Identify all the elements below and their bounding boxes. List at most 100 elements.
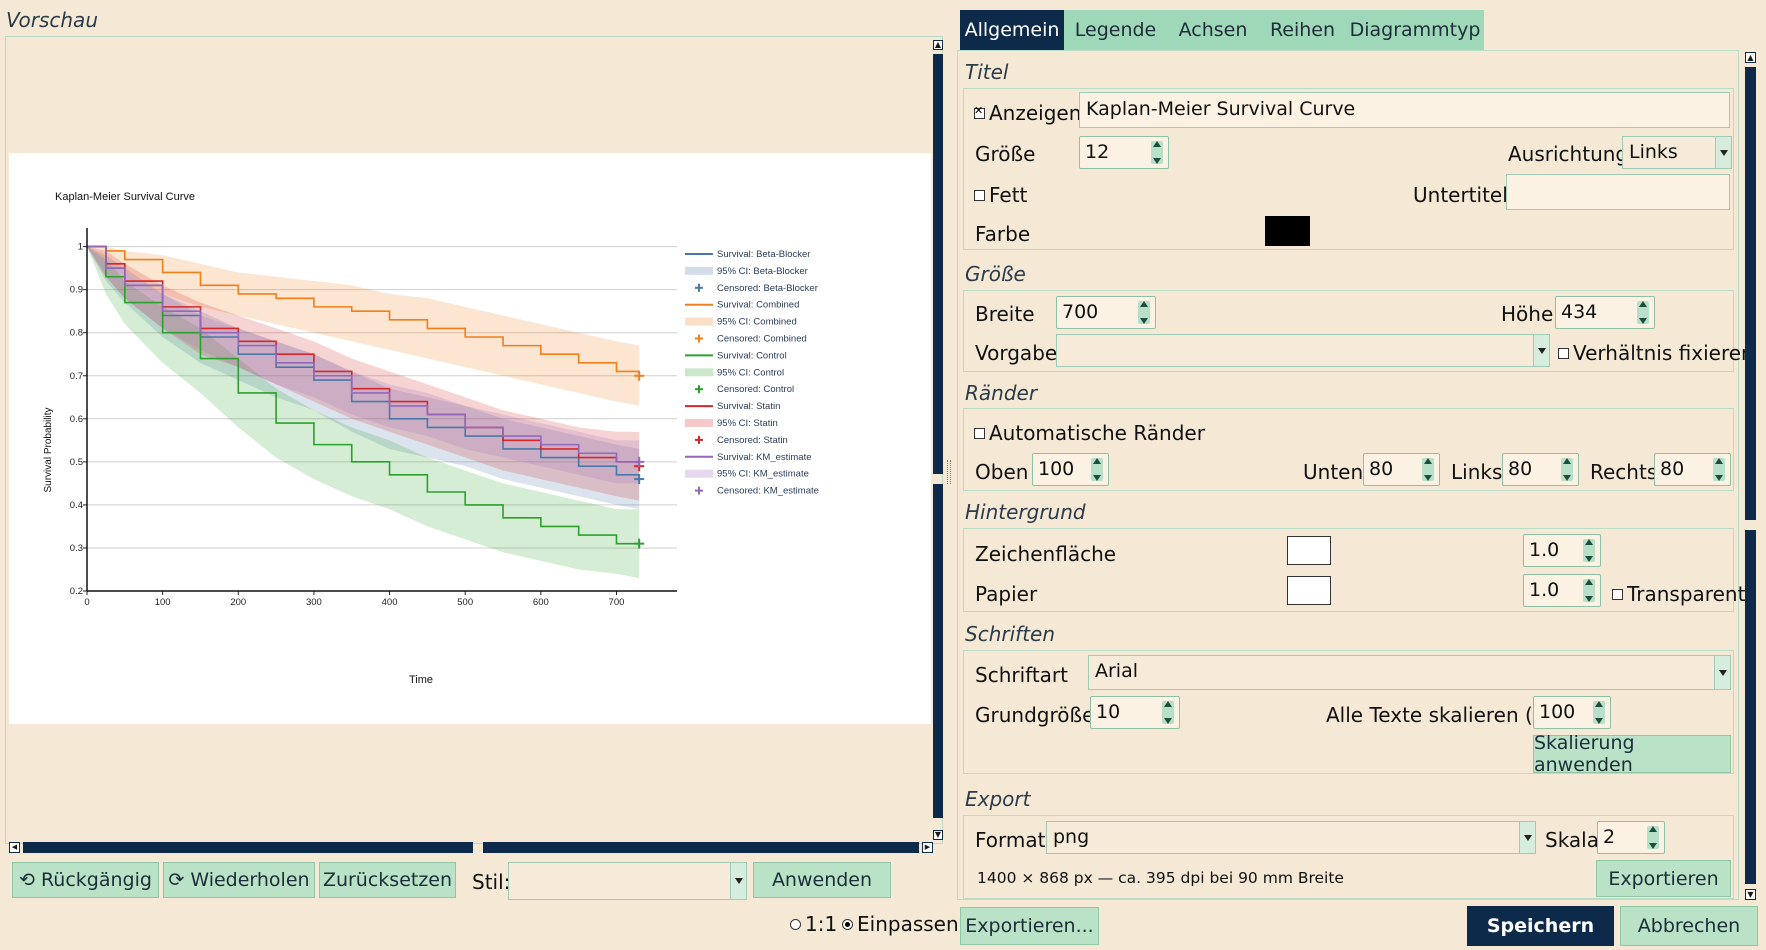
spinner-arrows-icon[interactable]: [1151, 141, 1163, 164]
settings-vscroll-track[interactable]: [1745, 67, 1756, 520]
settings-vscrollbar[interactable]: ▲ ▼: [1745, 52, 1756, 900]
title-input[interactable]: Kaplan-Meier Survival Curve: [1079, 92, 1730, 128]
export-button[interactable]: Exportieren: [1596, 860, 1731, 897]
format-select[interactable]: png: [1046, 821, 1536, 854]
group-hintergrund: [963, 528, 1734, 612]
transparent-checkbox[interactable]: Transparent: [1612, 582, 1745, 606]
title-size-spinner[interactable]: 12: [1079, 136, 1169, 169]
preview-vscroll-thumb[interactable]: [933, 54, 943, 474]
chevron-down-icon[interactable]: [1715, 137, 1731, 168]
tab-allgemein[interactable]: Allgemein: [960, 10, 1064, 50]
chart-svg: Kaplan-Meier Survival Curve 0.2 0.3 0.4 0.5…: [43, 191, 819, 686]
spinner-arrows-icon[interactable]: [1637, 301, 1649, 324]
checkbox-icon: [1558, 348, 1569, 359]
chevron-down-icon[interactable]: [730, 863, 746, 899]
section-title-groesse: Größe: [965, 262, 1026, 286]
show-title-checkbox[interactable]: Anzeigen: [974, 101, 1081, 125]
reset-button[interactable]: Zurücksetzen: [319, 862, 456, 898]
margin-left-spinner[interactable]: 80: [1502, 453, 1579, 486]
undo-button[interactable]: ⟲ Rückgängig: [12, 862, 159, 898]
splitter-handle[interactable]: [947, 460, 951, 484]
style-select[interactable]: [508, 862, 747, 900]
preview-hscrollbar[interactable]: ◀ ▶: [9, 842, 933, 853]
export-info: 1400 × 868 px — ca. 395 dpi bei 90 mm Br…: [977, 869, 1344, 887]
export-dots-button[interactable]: Exportieren...: [960, 907, 1099, 945]
subtitle-input[interactable]: [1506, 174, 1730, 210]
spinner-arrows-icon[interactable]: [1583, 539, 1595, 562]
align-select[interactable]: Links: [1622, 136, 1732, 169]
tab-achsen[interactable]: Achsen: [1167, 10, 1259, 50]
preview-vscroll-track[interactable]: [933, 484, 943, 818]
margin-bottom-spinner[interactable]: 80: [1363, 453, 1440, 486]
chevron-down-icon[interactable]: [1533, 335, 1549, 366]
preset-select[interactable]: [1056, 334, 1550, 367]
fix-ratio-checkbox[interactable]: Verhältnis fixieren: [1558, 341, 1754, 365]
plot-area-color-swatch[interactable]: [1287, 536, 1331, 565]
zoom-1to1-radio[interactable]: 1:1: [790, 912, 837, 936]
apply-scale-button[interactable]: Skalierung anwenden: [1533, 732, 1731, 776]
legend-band-swatch: [685, 419, 713, 427]
cancel-button[interactable]: Abbrechen: [1620, 906, 1758, 946]
auto-margins-checkbox[interactable]: Automatische Ränder: [974, 421, 1205, 445]
chevron-down-icon[interactable]: [1714, 656, 1730, 689]
scroll-left-icon[interactable]: ◀: [9, 842, 20, 853]
export-scale-spinner[interactable]: 2: [1597, 821, 1665, 854]
font-select[interactable]: Arial: [1088, 655, 1731, 690]
tab-diagrammtyp[interactable]: Diagrammtyp: [1346, 10, 1484, 50]
spinner-arrows-icon[interactable]: [1561, 458, 1573, 481]
chevron-down-icon[interactable]: [1519, 822, 1535, 853]
save-button[interactable]: Speichern: [1467, 906, 1614, 946]
apply-style-button[interactable]: Anwenden: [753, 862, 891, 898]
legend-entry: Survival: Control: [717, 350, 787, 361]
scroll-right-icon[interactable]: ▶: [922, 842, 933, 853]
redo-icon: ⟳: [168, 869, 185, 891]
ci-band-statin: [87, 246, 640, 501]
paper-opacity-spinner[interactable]: 1.0: [1523, 574, 1601, 607]
spinner-arrows-icon[interactable]: [1713, 458, 1725, 481]
base-size-spinner[interactable]: 10: [1090, 696, 1180, 729]
legend-entry: Censored: Statin: [717, 435, 788, 446]
tab-reihen[interactable]: Reihen: [1259, 10, 1346, 50]
margin-top-spinner[interactable]: 100: [1032, 453, 1109, 486]
zoom-fit-radio[interactable]: Einpassen: [842, 912, 959, 936]
spinner-arrows-icon[interactable]: [1138, 301, 1150, 324]
redo-button[interactable]: ⟳ Wiederholen: [163, 862, 315, 898]
width-spinner[interactable]: 700: [1056, 296, 1156, 329]
margin-right-spinner[interactable]: 80: [1654, 453, 1731, 486]
ci-band-combined: [87, 246, 640, 406]
spinner-arrows-icon[interactable]: [1647, 826, 1659, 849]
scroll-up-icon[interactable]: ▲: [933, 40, 943, 50]
spinner-arrows-icon[interactable]: [1593, 701, 1605, 724]
chart-title: Kaplan-Meier Survival Curve: [55, 191, 195, 203]
legend-entry: Censored: KM_estimate: [717, 486, 819, 497]
preview-vscrollbar[interactable]: ▲ ▼: [933, 40, 943, 840]
preview-hscroll-thumb[interactable]: [23, 842, 473, 853]
format-label: Format: [975, 828, 1046, 852]
y-axis-label: Survival Probability: [43, 407, 54, 492]
spinner-arrows-icon[interactable]: [1091, 458, 1103, 481]
spinner-arrows-icon[interactable]: [1583, 579, 1595, 602]
scroll-down-icon[interactable]: ▼: [933, 830, 943, 840]
legend-entry: Censored: Control: [717, 384, 794, 395]
margin-top-label: Oben: [975, 460, 1029, 484]
tab-legende[interactable]: Legende: [1064, 10, 1167, 50]
scale-all-spinner[interactable]: 100: [1533, 696, 1611, 729]
legend-entry: Survival: Statin: [717, 401, 780, 412]
chart-canvas: Kaplan-Meier Survival Curve 0.2 0.3 0.4 0.5…: [9, 153, 931, 724]
scroll-down-icon[interactable]: ▼: [1745, 889, 1756, 900]
height-spinner[interactable]: 434: [1555, 296, 1655, 329]
paper-color-swatch[interactable]: [1287, 576, 1331, 605]
section-title-raender: Ränder: [965, 381, 1038, 405]
y-tick-label: 0.8: [70, 328, 83, 339]
x-tick-label: 400: [382, 597, 398, 608]
plot-area-opacity-spinner[interactable]: 1.0: [1523, 534, 1601, 567]
y-tick-label: 1: [78, 242, 83, 253]
preview-hscroll-track[interactable]: [483, 842, 919, 853]
scroll-up-icon[interactable]: ▲: [1745, 52, 1756, 63]
spinner-arrows-icon[interactable]: [1422, 458, 1434, 481]
bold-checkbox[interactable]: Fett: [974, 183, 1027, 207]
legend-band-swatch: [685, 317, 713, 326]
spinner-arrows-icon[interactable]: [1162, 701, 1174, 724]
settings-vscroll-thumb[interactable]: [1745, 530, 1756, 884]
title-color-swatch[interactable]: [1265, 216, 1310, 246]
